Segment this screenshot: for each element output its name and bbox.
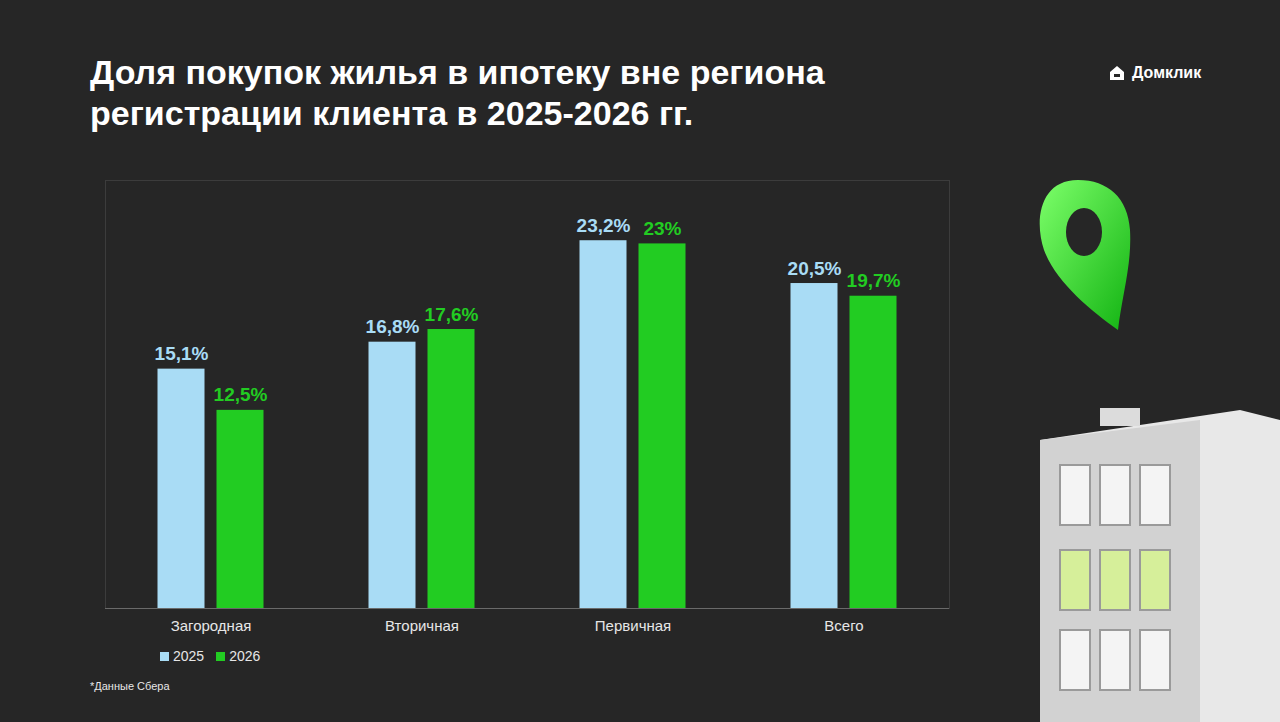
html-text:*Данные Сбера: *Данные Сбера xyxy=(90,680,170,692)
svg-text:Всего: Всего xyxy=(824,617,863,634)
svg-text:Вторичная: Вторичная xyxy=(385,617,459,634)
svg-text:Первичная: Первичная xyxy=(595,617,671,634)
svg-text:20,5%: 20,5% xyxy=(788,258,842,279)
svg-text:Загородная: Загородная xyxy=(171,617,252,634)
svg-text:19,7%: 19,7% xyxy=(847,270,901,291)
svg-text:16,8%: 16,8% xyxy=(366,316,420,337)
svg-text:12,5%: 12,5% xyxy=(214,384,268,405)
html-text:Доля покупок жилья в ипотеку в: Доля покупок жилья в ипотеку вне региона… xyxy=(90,53,825,132)
svg-text:23,2%: 23,2% xyxy=(577,215,631,236)
svg-text:15,1%: 15,1% xyxy=(155,343,209,364)
html-text:Домклик: Домклик xyxy=(1132,64,1202,81)
html-text:2026: 2026 xyxy=(229,648,261,664)
svg-text:23%: 23% xyxy=(643,218,681,239)
html-text:2025: 2025 xyxy=(173,648,205,664)
svg-text:17,6%: 17,6% xyxy=(425,304,479,325)
